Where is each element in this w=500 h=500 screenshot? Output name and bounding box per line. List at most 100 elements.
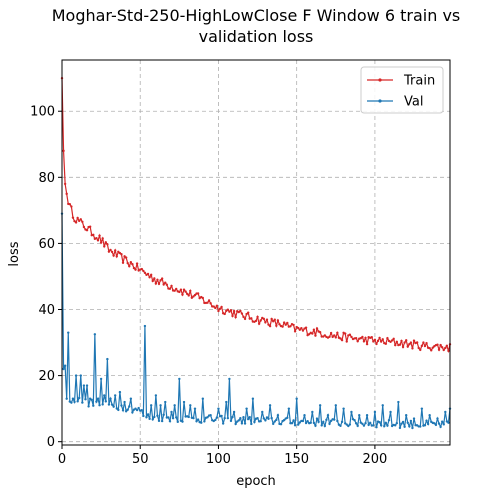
data-point [408, 425, 411, 428]
data-point [110, 403, 114, 406]
data-point [329, 419, 333, 423]
data-point [303, 414, 306, 417]
data-point [124, 256, 128, 259]
data-point [403, 425, 406, 428]
chart-title-line-2: validation loss [199, 27, 314, 46]
data-point [325, 418, 328, 422]
data-point [298, 421, 302, 424]
data-point [298, 328, 302, 331]
data-point [96, 239, 100, 242]
data-point [70, 401, 73, 404]
data-point [278, 323, 281, 326]
data-point [386, 424, 389, 427]
data-point [398, 343, 402, 346]
data-point [415, 341, 419, 344]
data-point [129, 397, 133, 400]
data-point [275, 418, 278, 422]
data-point [99, 241, 103, 244]
data-point [104, 241, 108, 244]
data-point [293, 424, 297, 427]
legend-label-train: Train [403, 74, 435, 89]
data-point [98, 234, 101, 237]
data-point [420, 407, 424, 410]
legend: Train Val [360, 66, 444, 114]
data-point [162, 283, 165, 286]
data-point [425, 341, 428, 345]
data-point [328, 335, 331, 338]
data-point [340, 338, 344, 342]
data-point [354, 337, 358, 340]
data-point [434, 423, 438, 427]
data-point [240, 312, 244, 315]
data-point [78, 219, 81, 223]
data-point [175, 287, 178, 291]
data-point [311, 410, 314, 414]
data-point [439, 425, 442, 429]
data-point [275, 324, 278, 327]
data-point [173, 404, 176, 407]
data-point [107, 250, 111, 253]
data-point [154, 282, 158, 285]
data-point [159, 404, 162, 407]
data-point [339, 424, 342, 428]
data-point [98, 404, 101, 407]
data-point [426, 422, 430, 426]
data-point [301, 419, 305, 423]
data-point [131, 411, 134, 414]
data-point [404, 339, 408, 342]
data-point [220, 305, 223, 309]
data-point [226, 308, 230, 311]
data-point [383, 424, 386, 428]
data-point [411, 426, 414, 430]
data-point [259, 319, 262, 322]
data-point [226, 416, 230, 420]
data-point [423, 424, 427, 427]
data-point [250, 317, 253, 320]
data-point [331, 335, 334, 339]
data-point [333, 334, 336, 337]
data-point [433, 422, 436, 425]
data-point [215, 304, 219, 307]
data-point [350, 335, 353, 339]
data-point [143, 271, 147, 275]
data-point [354, 422, 358, 425]
data-point [336, 419, 339, 423]
data-point [243, 422, 247, 425]
data-point [196, 418, 200, 421]
data-point [156, 414, 159, 417]
data-point [170, 410, 173, 414]
data-point [447, 421, 450, 424]
y-tick-label: 20 [38, 369, 55, 384]
data-point [439, 343, 442, 347]
data-point [336, 331, 339, 335]
data-point [333, 418, 336, 421]
data-point [365, 414, 369, 417]
data-point [384, 342, 388, 345]
data-point [442, 423, 445, 426]
data-point [412, 339, 416, 342]
data-point [419, 425, 422, 428]
data-point [387, 418, 391, 422]
data-point [225, 400, 228, 404]
data-point [95, 400, 98, 403]
data-point [420, 344, 424, 348]
x-tick-label: 0 [58, 452, 66, 467]
data-point [151, 279, 154, 283]
data-point [320, 424, 323, 427]
data-point [323, 424, 327, 428]
data-point [110, 250, 114, 254]
data-point [181, 293, 184, 296]
data-point [311, 332, 314, 335]
data-point [165, 283, 169, 286]
data-point [281, 325, 284, 328]
data-point [79, 374, 82, 377]
data-point [214, 418, 217, 422]
data-point [232, 309, 236, 313]
data-point [256, 315, 259, 319]
data-point [318, 331, 322, 334]
data-point [378, 421, 381, 424]
data-point [193, 407, 197, 410]
data-point [162, 413, 165, 416]
data-point [428, 414, 431, 417]
data-point [212, 305, 215, 308]
